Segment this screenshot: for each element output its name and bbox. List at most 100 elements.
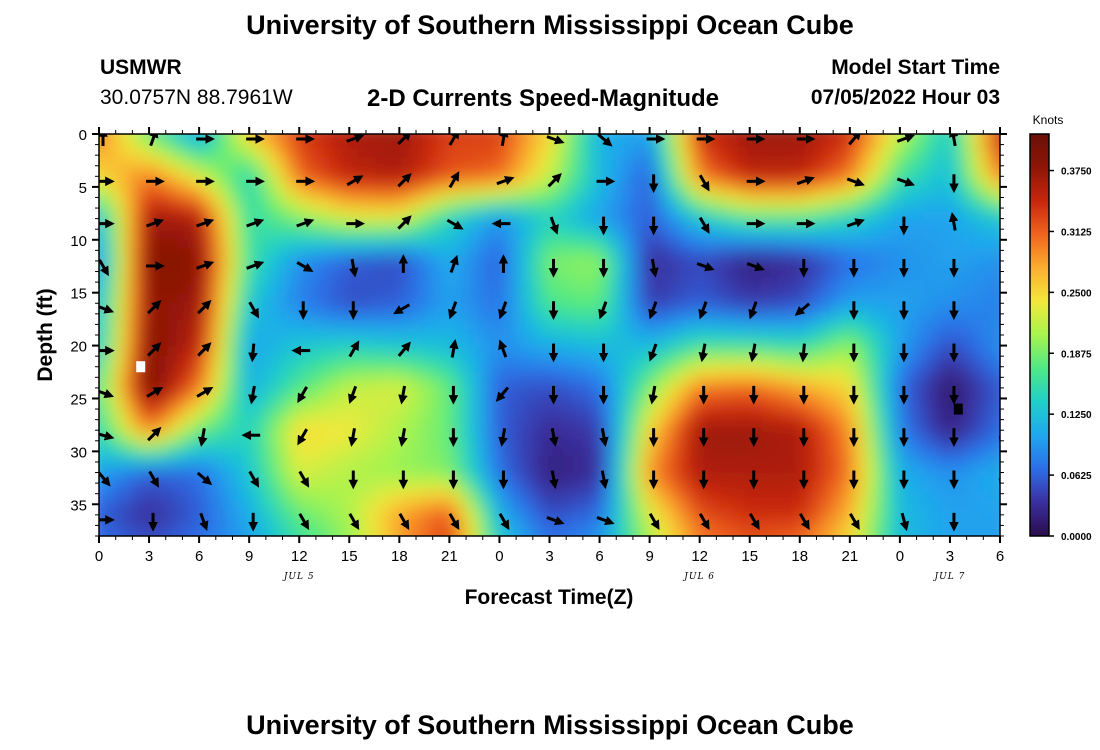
x-tick-label: 6 [996,548,1004,565]
current-vector [448,134,460,146]
x-tick-label: 0 [896,548,904,565]
current-vector [597,134,613,147]
current-vector [596,516,615,526]
current-vector [748,343,759,363]
current-vector [398,428,408,447]
current-vector [599,470,609,490]
current-vector [196,218,215,228]
current-vector [698,513,710,531]
current-vector [197,299,212,315]
current-vector [449,338,459,358]
colorbar-gradient [1029,133,1050,537]
current-vector [496,176,515,186]
current-vector [145,218,165,228]
colorbar-title: Knots [1033,113,1064,127]
current-vector [448,513,460,531]
y-tick-label: 0 [79,127,87,144]
current-vector [448,171,460,189]
y-axis-label: Depth (ft) [34,288,57,381]
current-vector [498,339,508,358]
current-vector [746,262,765,272]
x-axis-label: Forecast Time(Z) [465,586,634,609]
chart-subtitle: 2-D Currents Speed-Magnitude [367,85,720,112]
current-vector [846,218,865,228]
current-vector [246,218,265,228]
current-vector [899,512,910,532]
current-vector [698,343,709,363]
current-vector [196,386,214,398]
y-tick-label: 35 [70,497,87,514]
current-vector [549,428,559,447]
current-vector [549,216,559,235]
current-vector [393,303,411,315]
current-vector [798,513,810,531]
current-vector [298,470,310,488]
current-vector [698,174,710,192]
current-vector [648,343,658,362]
axes: 0 3 6 9 12 15 18 21 0 3 6 9 12 15 18 21 0 3 6 0 5 10 15 20 25 30 3… [70,127,1007,582]
y-tick-label: 10 [70,233,87,250]
x-tick-label: 6 [595,548,603,565]
current-vector [397,172,412,188]
x-tick-label: 15 [741,548,758,565]
station-name: USMWR [100,56,182,79]
current-vector [648,385,658,405]
current-vector [99,259,109,277]
date-label: JUL 5 [282,572,315,582]
current-vector [348,428,358,447]
current-vector [498,428,508,447]
current-vector [197,342,212,357]
current-vector [348,513,360,531]
current-vector [546,516,565,526]
current-vector [698,216,710,234]
y-tick-label: 30 [70,444,87,461]
model-start-value: 07/05/2022 Hour 03 [810,86,1000,109]
current-vector [296,261,314,272]
current-vector [196,471,213,486]
colorbar-tick-label: 0.0000 [1061,532,1092,543]
current-vector [348,340,360,358]
colorbar-tick-label: 0.1250 [1061,410,1092,421]
current-vector [248,470,260,488]
current-vector [446,218,464,230]
x-tick-label: 9 [245,548,253,565]
current-vector [246,260,265,270]
y-tick-label: 5 [79,180,87,197]
y-tick-label: 20 [70,339,87,356]
current-vector [346,134,365,143]
current-vector [297,428,309,446]
current-vector [648,513,660,531]
current-vector [397,215,412,230]
position-marker [953,403,963,415]
current-vector [147,299,162,315]
current-vector [397,341,411,357]
current-vector [248,385,258,405]
current-vector [546,135,565,145]
colorbar-tick-label: 0.2500 [1061,288,1092,299]
current-vector [848,134,862,146]
current-vector [146,386,164,398]
current-vector [99,389,115,399]
position-marker [136,361,146,373]
markers [136,361,963,415]
page-title-bottom: University of Southern Mississippi Ocean… [246,710,854,740]
current-vector [999,514,1000,516]
current-vector [794,302,811,316]
colorbar-tick-label: 0.0625 [1061,471,1092,482]
current-vector [348,385,358,404]
current-vector [696,262,715,272]
current-vector [648,301,658,320]
current-vector [449,254,459,274]
current-vector [649,258,659,278]
current-vector [348,258,359,278]
current-vector [99,471,111,487]
current-vector [599,428,609,447]
x-tick-label: 9 [645,548,653,565]
current-vector [297,386,309,404]
current-vector [846,177,865,187]
date-label: JUL 7 [933,572,966,582]
x-tick-label: 18 [791,548,808,565]
x-tick-label: 12 [291,548,308,565]
current-vector [498,513,510,531]
